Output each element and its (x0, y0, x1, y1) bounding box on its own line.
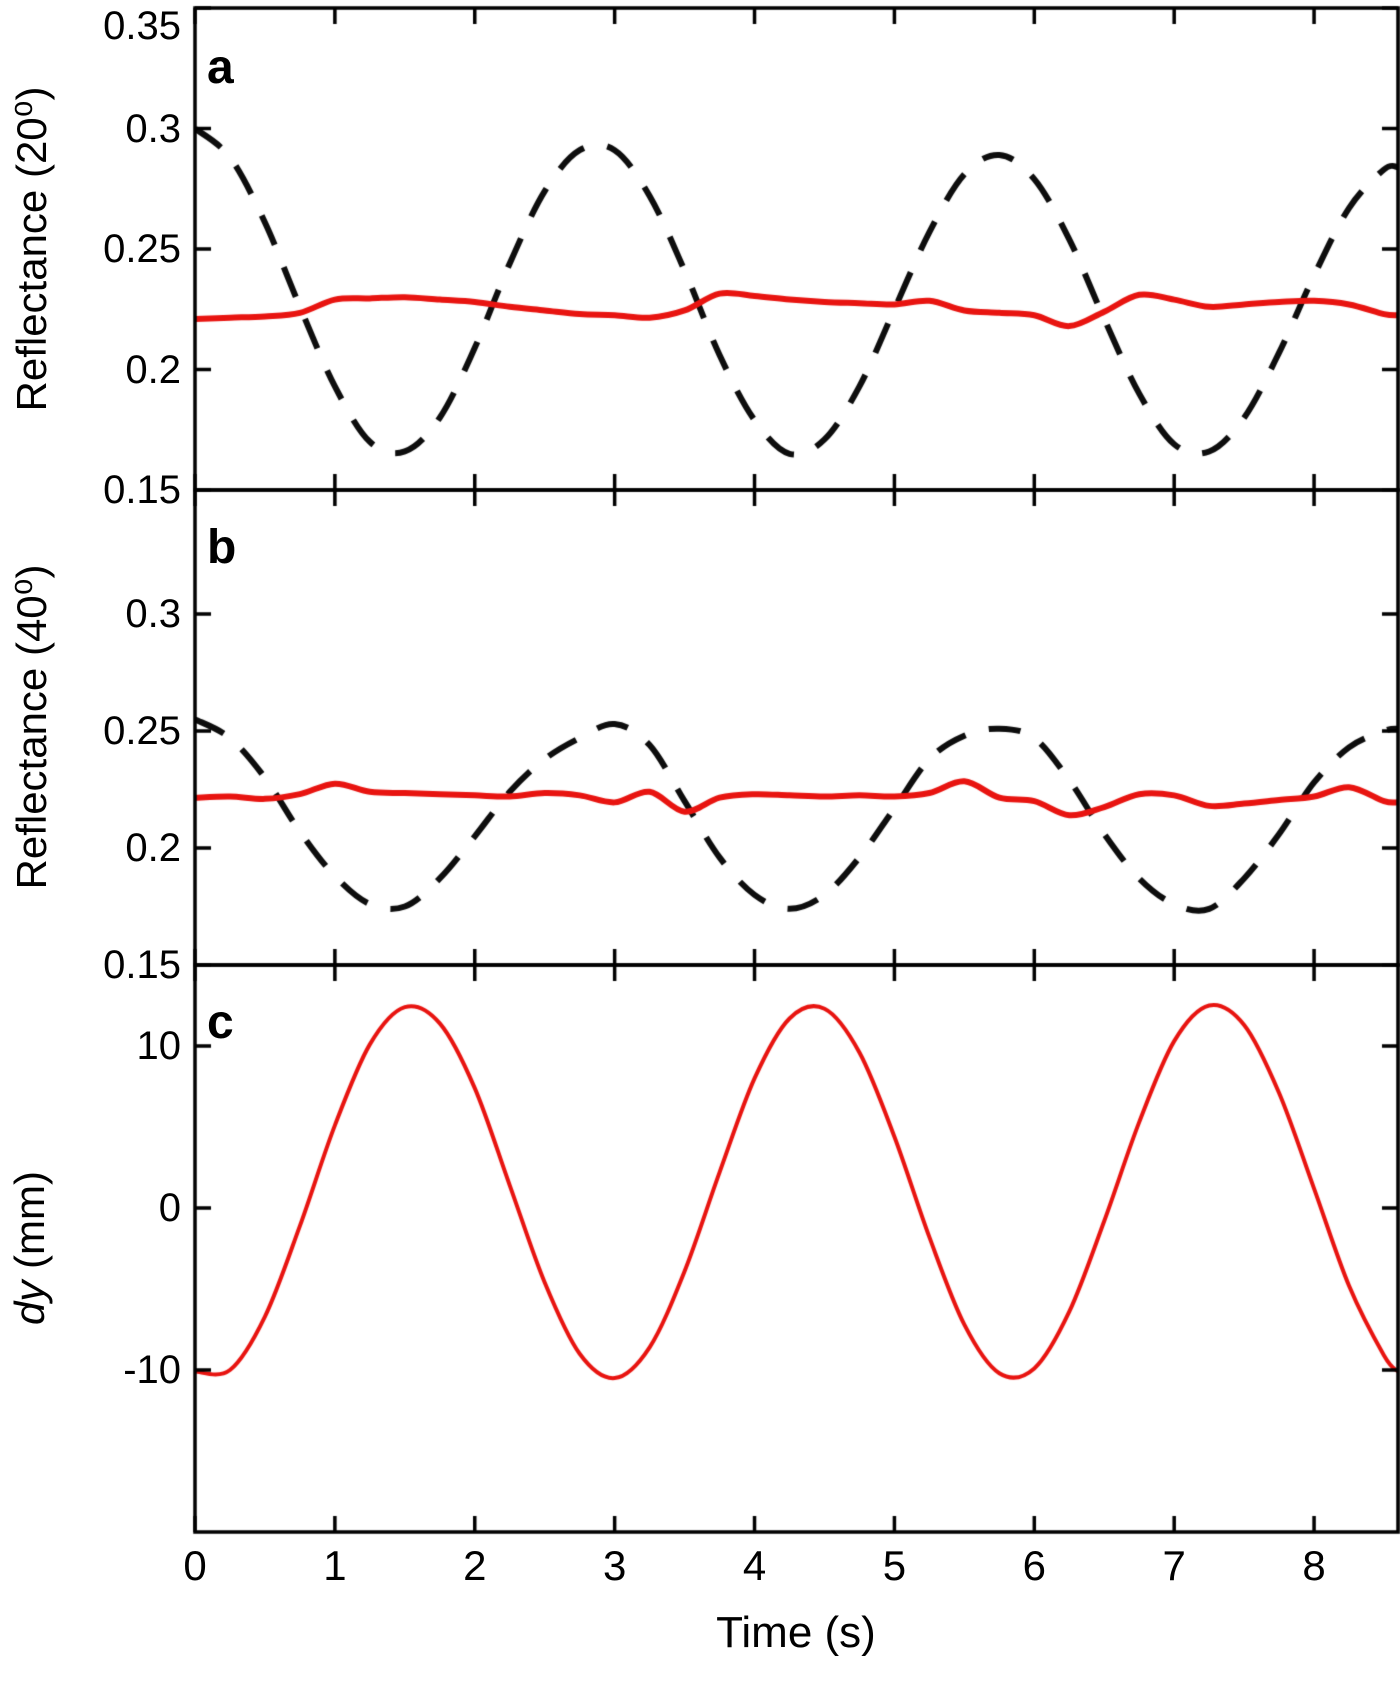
x-tick-label: 0 (183, 1542, 207, 1589)
panel-label-b: b (207, 521, 237, 574)
y-axis-label-c-italic: dy (6, 1280, 53, 1325)
y-tick-label: 0.15 (103, 468, 181, 512)
y-tick-label: 0.25 (103, 709, 181, 753)
x-tick-label: 8 (1302, 1542, 1326, 1589)
y-tick-label: 0.2 (125, 347, 181, 392)
x-tick-label: 1 (323, 1542, 347, 1589)
y-tick-label: 0.2 (125, 826, 181, 870)
y-tick-label: 10 (136, 1024, 182, 1068)
x-tick-label: 6 (1022, 1542, 1046, 1589)
y-tick-label: 0.25 (103, 227, 181, 271)
y-tick-label: 0.3 (125, 592, 181, 636)
x-tick-label: 4 (742, 1542, 767, 1589)
x-tick-label: 3 (602, 1542, 627, 1589)
x-axis-label: Time (s) (716, 1608, 876, 1657)
y-tick-label: 0 (158, 1186, 181, 1230)
x-tick-label: 2 (463, 1542, 487, 1589)
y-axis-label-panel-c: dy (mm) (4, 948, 56, 1548)
y-axis-label-b-text: Reflectance (40⁰) (8, 564, 55, 890)
y-axis-label-c-text: (mm) (6, 1171, 53, 1281)
y-tick-label: 0.35 (103, 4, 181, 48)
y-tick-label: -10 (123, 1348, 181, 1392)
panel-label-a: a (207, 41, 234, 94)
y-tick-label: 0.3 (125, 106, 181, 151)
panel-label-c: c (207, 996, 234, 1049)
y-axis-label-a-text: Reflectance (20⁰) (8, 86, 55, 412)
x-tick-label: 7 (1162, 1542, 1186, 1589)
x-tick-label: 5 (882, 1542, 907, 1589)
y-tick-label: 0.15 (103, 943, 181, 987)
